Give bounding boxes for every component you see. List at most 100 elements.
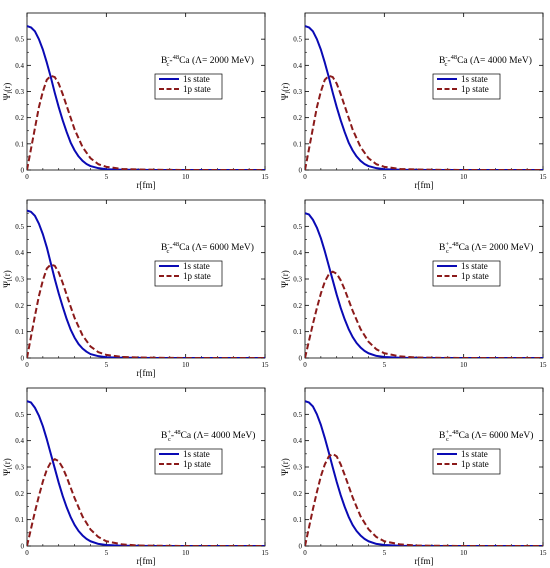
reaction-charge: + xyxy=(445,429,449,436)
legend-label: 1s state xyxy=(183,449,210,459)
reaction-mass: 48 xyxy=(452,241,459,248)
x-tick-label: 15 xyxy=(262,173,270,181)
reaction-sub: c xyxy=(167,248,170,255)
y-tick-label: 0 xyxy=(21,167,25,175)
reaction-sub: c xyxy=(445,61,448,68)
legend-box xyxy=(154,260,223,287)
x-tick-label: 5 xyxy=(383,361,387,369)
x-tick-label: 5 xyxy=(105,361,109,369)
reaction-base: B xyxy=(161,431,167,441)
chart-panel-5: 0 5 10 15 0 0.1 0.2 0.3 0.4 0.5 r[fm] Ψl(r) B+ c-48Ca… xyxy=(2,387,270,566)
reaction-mass: 48 xyxy=(173,241,180,248)
y-tick-label: 0 xyxy=(299,543,303,551)
y-tick-label: 0.3 xyxy=(15,464,24,472)
reaction-mass: 48 xyxy=(451,54,458,61)
reaction-sub: c xyxy=(446,248,449,255)
y-label-rest: (r) xyxy=(2,83,12,92)
y-tick-label: 0.5 xyxy=(293,411,302,419)
y-tick-label: 0.3 xyxy=(293,88,302,96)
reaction-label: B-c-48Ca (Λ= 6000 MeV) xyxy=(161,241,254,255)
reaction-mass: 48 xyxy=(452,429,459,436)
reaction-sub: c xyxy=(446,436,449,443)
y-tick-label: 0.1 xyxy=(293,140,302,148)
y-label-rest: (r) xyxy=(280,270,290,279)
legend-box xyxy=(154,73,223,100)
y-label-main: Ψ xyxy=(2,281,12,288)
y-tick-label: 0.4 xyxy=(293,249,302,257)
y-tick-label: 0 xyxy=(299,355,303,363)
x-tick-label: 15 xyxy=(262,549,270,557)
chart-panel-4: 0 5 10 15 0 0.1 0.2 0.3 0.4 0.5 Ψl(r) B+ c-48Ca (Λ= … xyxy=(280,199,548,369)
y-tick-label: 0.2 xyxy=(293,302,302,310)
y-tick-label: 0.3 xyxy=(15,276,24,284)
reaction-label: B+ c-48Ca (Λ= 4000 MeV) xyxy=(161,429,255,443)
y-tick-label: 0.1 xyxy=(15,140,24,148)
reaction-rest: Ca (Λ= 4000 MeV) xyxy=(181,430,256,441)
series-line-1p xyxy=(305,270,543,358)
x-tick-label: 10 xyxy=(460,549,468,557)
y-label-main: Ψ xyxy=(280,281,290,288)
x-axis-label: r[fm] xyxy=(415,556,434,566)
reaction-dash: - xyxy=(169,243,172,253)
reaction-charge: - xyxy=(167,241,169,248)
y-tick-label: 0.1 xyxy=(293,328,302,336)
x-tick-label: 10 xyxy=(182,173,190,181)
y-label-sub: l xyxy=(285,279,292,281)
x-axis-label: r[fm] xyxy=(137,556,156,566)
y-tick-label: 0.4 xyxy=(15,62,24,70)
y-tick-label: 0.2 xyxy=(15,114,24,122)
reaction-label: B-c-48Ca (Λ= 2000 MeV) xyxy=(161,54,254,68)
y-label-sub: l xyxy=(7,92,14,94)
y-axis-label: Ψl(r) xyxy=(280,458,292,475)
y-label-rest: (r) xyxy=(2,270,12,279)
y-tick-label: 0.5 xyxy=(15,36,24,44)
series-line-1s xyxy=(305,212,543,358)
y-tick-label: 0.1 xyxy=(15,328,24,336)
legend-label: 1s state xyxy=(183,261,210,271)
x-tick-label: 10 xyxy=(182,549,190,557)
series-line-1p xyxy=(27,74,265,170)
x-tick-label: 5 xyxy=(105,173,109,181)
y-tick-label: 0.2 xyxy=(293,114,302,122)
y-label-main: Ψ xyxy=(280,469,290,476)
x-tick-label: 15 xyxy=(540,361,548,369)
reaction-sub: c xyxy=(167,61,170,68)
reaction-label: B+ c-48Ca (Λ= 2000 MeV) xyxy=(439,241,533,255)
legend-label: 1s state xyxy=(461,449,488,459)
reaction-base: B xyxy=(439,56,445,66)
x-tick-label: 5 xyxy=(105,549,109,557)
chart-panel-6: 0 5 10 15 0 0.1 0.2 0.3 0.4 0.5 r[fm] Ψl(r) B+ c-48Ca… xyxy=(280,387,547,566)
reaction-mass: 48 xyxy=(174,429,181,436)
y-tick-label: 0.2 xyxy=(15,490,24,498)
y-axis-label: Ψl(r) xyxy=(2,270,14,287)
x-tick-label: 10 xyxy=(460,173,468,181)
x-tick-label: 5 xyxy=(383,173,387,181)
chart-panel-3: 0 5 10 15 0 0.1 0.2 0.3 0.4 0.5 r[fm] Ψl(r) B-c-48Ca… xyxy=(2,199,269,378)
y-tick-label: 0 xyxy=(299,167,303,175)
x-axis-label: r[fm] xyxy=(137,180,156,190)
x-tick-label: 0 xyxy=(25,173,29,181)
reaction-dash: - xyxy=(449,243,452,253)
y-tick-label: 0.5 xyxy=(293,36,302,44)
y-tick-label: 0.3 xyxy=(293,464,302,472)
x-tick-label: 15 xyxy=(540,173,548,181)
y-label-rest: (r) xyxy=(280,83,290,92)
legend-label: 1s state xyxy=(183,74,210,84)
legend-label: 1p state xyxy=(461,459,489,469)
legend-label: 1p state xyxy=(461,84,489,94)
reaction-charge: + xyxy=(167,429,171,436)
x-tick-label: 10 xyxy=(182,361,190,369)
y-label-sub: l xyxy=(285,92,292,94)
y-label-main: Ψ xyxy=(2,93,12,100)
x-tick-label: 0 xyxy=(303,361,307,369)
reaction-charge: + xyxy=(445,241,449,248)
x-axis-label: r[fm] xyxy=(415,180,434,190)
y-tick-label: 0.1 xyxy=(293,516,302,524)
y-label-sub: l xyxy=(7,279,14,281)
reaction-sub: c xyxy=(168,436,171,443)
y-tick-label: 0.5 xyxy=(15,411,24,419)
